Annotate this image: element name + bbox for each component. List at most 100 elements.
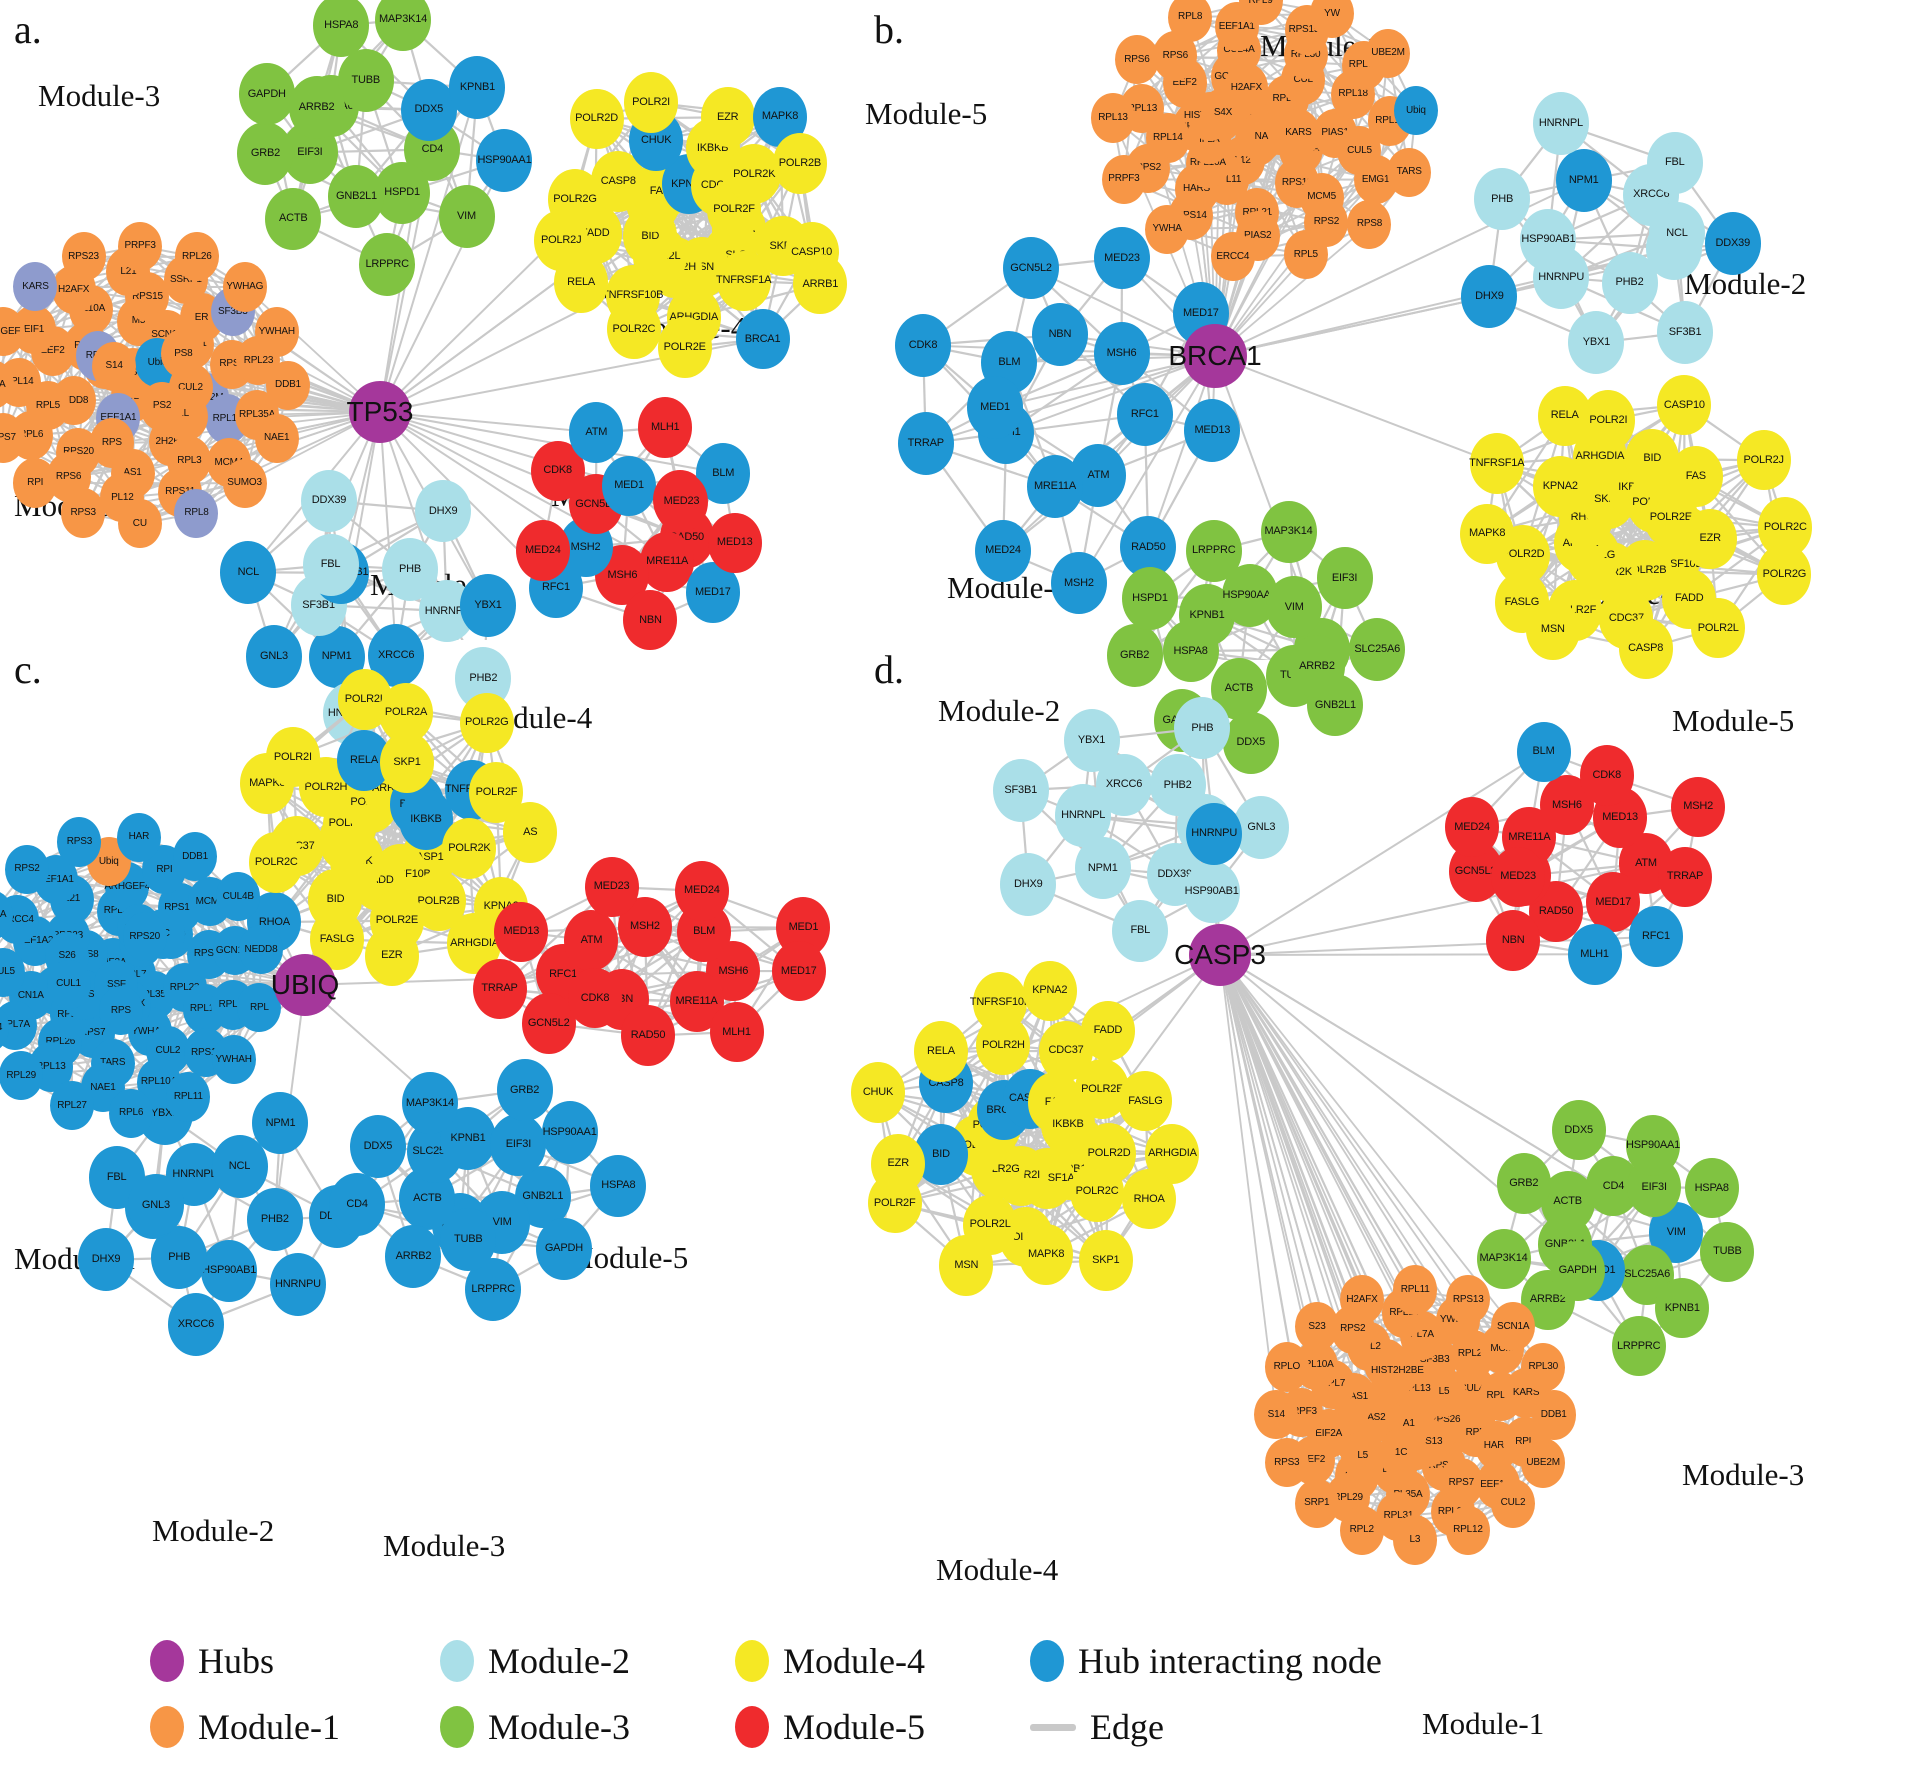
panel-c-m4-node-polr2c[interactable]: POLR2C <box>249 832 304 893</box>
panel-c-m5-node-rad50[interactable]: RAD50 <box>621 1005 676 1066</box>
panel-d-m1-node[interactable]: S23 <box>1294 1301 1339 1352</box>
panel-c-m1-node[interactable]: HAR <box>116 812 161 863</box>
panel-b-m4-node-faslg[interactable]: FASLG <box>1494 572 1549 633</box>
panel-b-m4-node-fadd[interactable]: FADD <box>1662 568 1717 629</box>
panel-d-m1-node[interactable]: 1C <box>1379 1428 1424 1478</box>
panel-b-m4-node-ezr[interactable]: EZR <box>1683 508 1738 570</box>
panel-b-m4-node-polr2l[interactable]: POLR2L <box>1691 597 1746 659</box>
panel-a-m1-node[interactable]: PCNA <box>0 360 15 410</box>
panel-d-m5-node-nbn[interactable]: NBN <box>1486 910 1541 971</box>
panel-a-m1-node[interactable]: RPS3 <box>61 488 106 538</box>
panel-d-m5-node-trrap[interactable]: TRRAP <box>1658 846 1712 908</box>
panel-a-m2-node-ncl[interactable]: NCL <box>220 540 277 604</box>
panel-b-m3-node-map3k14[interactable]: MAP3K14 <box>1260 500 1317 564</box>
panel-b-m4-node-polr2j[interactable]: POLR2J <box>1736 429 1791 491</box>
panel-c-m3-node-hsp90aa1[interactable]: HSP90AA1 <box>541 1101 598 1164</box>
panel-a-m4-node-ezr[interactable]: EZR <box>700 86 755 148</box>
panel-b-m2-node-npm1[interactable]: NPM1 <box>1555 149 1612 212</box>
panel-d-m1-node[interactable]: CUL2 <box>1491 1478 1535 1529</box>
panel-c-m4-node-polr2g[interactable]: POLR2G <box>459 692 514 754</box>
panel-d-m2-node-hnrnpu[interactable]: HNRNPU <box>1186 802 1243 866</box>
panel-c-m2-node-phb2[interactable]: PHB2 <box>246 1188 303 1252</box>
panel-b-m1-node[interactable]: YWHA <box>1145 204 1190 254</box>
panel-a-m4-node-arrb1[interactable]: ARRB1 <box>793 253 848 315</box>
panel-d-m1-node[interactable]: RPS13 <box>1446 1275 1491 1325</box>
panel-c-m1-node[interactable]: RPS <box>98 986 143 1036</box>
panel-d-m1-node[interactable]: UBE2M <box>1521 1438 1566 1488</box>
panel-d-m2-node-hsp90ab1[interactable]: HSP90AB1 <box>1183 860 1240 924</box>
panel-c-m5-node-med24[interactable]: MED24 <box>674 860 729 922</box>
panel-b-m4-node-casp8[interactable]: CASP8 <box>1618 618 1673 679</box>
panel-b-m5-node-mre11a[interactable]: MRE11A <box>1026 455 1083 518</box>
panel-b-m1-node[interactable]: S4X <box>1200 88 1245 138</box>
panel-d-m4-node-skp1[interactable]: SKP1 <box>1078 1230 1133 1291</box>
panel-b-m4-node-mapk8[interactable]: MAPK8 <box>1460 503 1515 565</box>
panel-c-m3-node-gapdh[interactable]: GAPDH <box>535 1217 592 1281</box>
panel-a-m4-node-polr2g[interactable]: POLR2G <box>547 169 602 230</box>
hub-node-brca1[interactable]: BRCA1 <box>1168 324 1262 388</box>
panel-c-m3-node-map3k14[interactable]: MAP3K14 <box>401 1071 458 1135</box>
panel-a-m5-node-med1[interactable]: MED1 <box>602 455 657 517</box>
panel-a-m5-node-mre11a[interactable]: MRE11A <box>640 531 695 593</box>
panel-a-m1-node[interactable]: SUMO3 <box>222 458 267 508</box>
panel-d-m1-node[interactable]: RPL30 <box>1521 1342 1566 1392</box>
panel-a-m3-node-kpnb1[interactable]: KPNB1 <box>449 56 506 119</box>
panel-b-m1-node[interactable]: UBE2M <box>1366 28 1411 78</box>
panel-d-m3-node-ddx5[interactable]: DDX5 <box>1551 1099 1606 1161</box>
panel-c-m1-node[interactable]: CUL4B <box>216 871 261 922</box>
panel-d-m1-node[interactable]: H2AFX <box>1340 1274 1385 1325</box>
panel-c-m2-node-gnl3[interactable]: GNL3 <box>127 1173 184 1237</box>
panel-d-m5-node-med23[interactable]: MED23 <box>1491 846 1546 908</box>
panel-d-m4-node-polr2d[interactable]: POLR2D <box>1082 1123 1137 1184</box>
panel-a-m1-node[interactable]: PS8 <box>161 329 206 379</box>
panel-a-m3-node-grb2[interactable]: GRB2 <box>237 122 294 186</box>
panel-d-m1-node[interactable]: SRP1 <box>1294 1478 1339 1528</box>
panel-b-m1-node[interactable]: RPS8 <box>1347 199 1392 250</box>
panel-c-m5-node-cdk8[interactable]: CDK8 <box>568 967 623 1029</box>
panel-d-m1-node[interactable]: RPL2 <box>1339 1505 1384 1555</box>
panel-c-m1-node[interactable]: RPS20 <box>122 912 167 962</box>
panel-a-m3-node-ddx5[interactable]: DDX5 <box>400 78 457 142</box>
panel-b-m1-node[interactable]: TARS <box>1387 147 1432 197</box>
panel-d-m3-node-lrpprc[interactable]: LRPPRC <box>1611 1315 1666 1377</box>
panel-b-m1-node[interactable]: NA <box>1239 112 1284 162</box>
panel-d-m3-node-gapdh[interactable]: GAPDH <box>1550 1240 1605 1301</box>
panel-b-m3-node-grb2[interactable]: GRB2 <box>1106 623 1163 687</box>
panel-d-m4-node-faslg[interactable]: FASLG <box>1118 1070 1173 1132</box>
panel-d-m4-node-fadd[interactable]: FADD <box>1080 1000 1135 1062</box>
panel-a-m4-node-polr2k[interactable]: POLR2K <box>727 143 782 205</box>
panel-a-m5-node-nbn[interactable]: NBN <box>623 589 678 651</box>
panel-c-m4-node-polr2a[interactable]: POLR2A <box>379 682 434 744</box>
panel-c-m1-node[interactable]: RPL11 <box>166 1072 211 1122</box>
panel-b-m5-node-msh2[interactable]: MSH2 <box>1050 551 1107 615</box>
panel-b-m2-node-ddx39[interactable]: DDX39 <box>1704 212 1761 276</box>
panel-c-m3-node-tubb[interactable]: TUBB <box>440 1207 497 1271</box>
hub-node-casp3[interactable]: CASP3 <box>1174 924 1266 986</box>
panel-d-m2-node-dhx9[interactable]: DHX9 <box>1000 852 1057 916</box>
panel-d-m4-node-msn[interactable]: MSN <box>939 1235 994 1296</box>
panel-d-m3-node-tubb[interactable]: TUBB <box>1700 1221 1755 1283</box>
panel-d-m2-node-fbl[interactable]: FBL <box>1112 899 1169 963</box>
panel-d-m4-node-mapk8[interactable]: MAPK8 <box>1019 1224 1074 1285</box>
panel-a-m1-node[interactable]: RPI <box>13 458 58 508</box>
panel-d-m4-node-kpna2[interactable]: KPNA2 <box>1022 960 1077 1021</box>
panel-c-m1-node[interactable]: RPL27 <box>49 1081 94 1131</box>
panel-a-m1-node[interactable]: NAE1 <box>254 413 299 463</box>
panel-a-m2-node-fbl[interactable]: FBL <box>302 533 359 597</box>
panel-a-m5-node-mlh1[interactable]: MLH1 <box>638 397 693 458</box>
panel-c-m1-node[interactable]: DDB1 <box>173 832 218 882</box>
panel-b-m2-node-phb[interactable]: PHB <box>1474 167 1531 231</box>
panel-d-m1-node[interactable]: DDB1 <box>1531 1390 1576 1440</box>
panel-b-m5-node-cdk8[interactable]: CDK8 <box>895 313 952 377</box>
panel-d-m5-node-rfc1[interactable]: RFC1 <box>1628 906 1683 967</box>
panel-c-m2-node-npm1[interactable]: NPM1 <box>252 1091 309 1155</box>
panel-a-m4-node-polr2c[interactable]: POLR2C <box>606 298 661 360</box>
panel-b-m3-node-hspd1[interactable]: HSPD1 <box>1121 567 1178 630</box>
panel-d-m5-node-cdk8[interactable]: CDK8 <box>1579 745 1634 806</box>
panel-a-m3-node-gapdh[interactable]: GAPDH <box>238 62 295 126</box>
panel-c-m4-node-as[interactable]: AS <box>503 802 558 863</box>
panel-c-m4-node-polr2i[interactable]: POLR2I <box>265 726 320 788</box>
panel-d-m3-node-hsp90aa1[interactable]: HSP90AA1 <box>1626 1115 1680 1176</box>
panel-b-m2-node-dhx9[interactable]: DHX9 <box>1461 265 1518 328</box>
panel-d-m5-node-msh2[interactable]: MSH2 <box>1671 776 1726 838</box>
